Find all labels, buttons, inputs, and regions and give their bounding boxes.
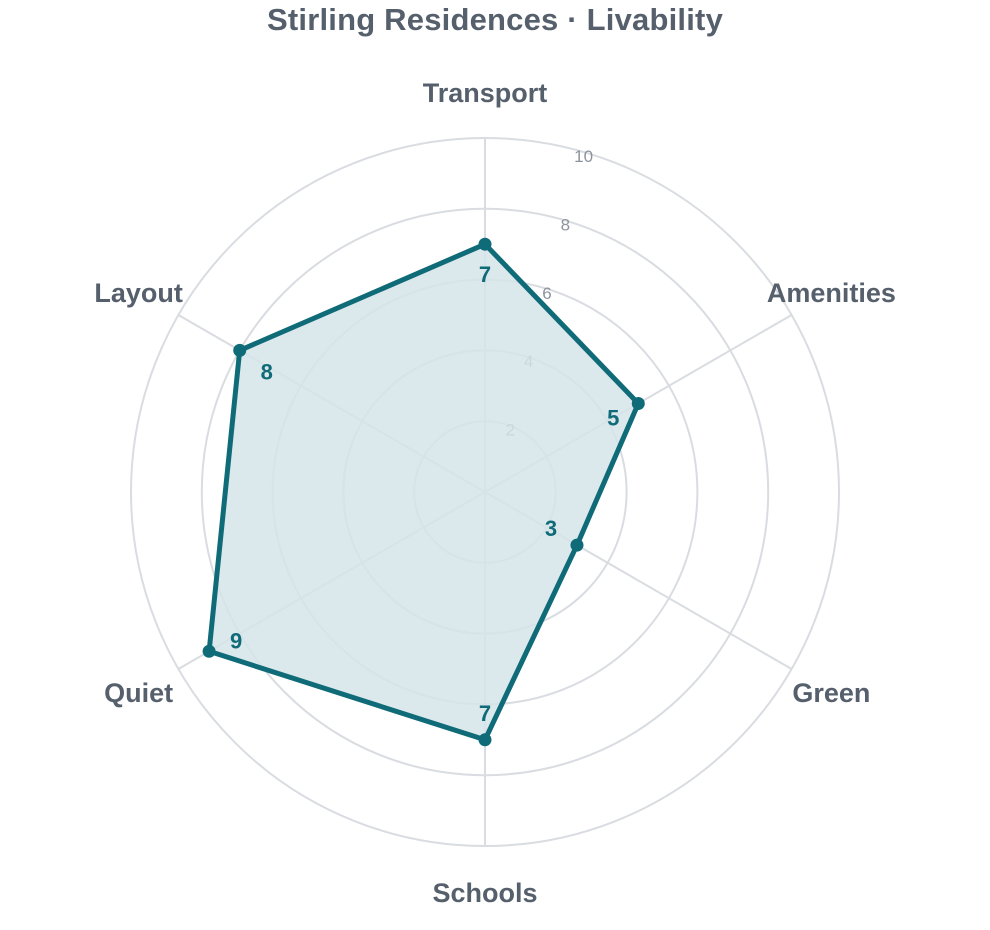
axis-labels: Transport Amenities Green Schools Quiet Layou… [94,78,896,908]
series-area [206,241,641,743]
data-point-schools [478,733,492,747]
axis-label-transport: Transport [423,78,548,108]
data-label-quiet: 9 [230,628,242,653]
data-point-green [570,538,584,552]
axis-label-schools: Schools [432,878,537,908]
data-point-amenities [631,397,645,410]
tick-label-8: 8 [561,215,570,234]
chart-title: Stirling Residences · Livability [266,2,724,37]
data-labels: 7 5 3 7 9 8 [230,262,619,726]
data-label-layout: 8 [261,359,273,384]
data-label-amenities: 5 [607,406,619,431]
axis-label-quiet: Quiet [104,678,173,708]
data-point-quiet [202,644,216,658]
data-point-transport [478,237,492,251]
data-label-green: 3 [545,516,557,541]
data-label-transport: 7 [479,262,491,287]
data-point-layout [233,343,247,357]
tick-label-6: 6 [542,284,551,303]
axis-label-amenities: Amenities [767,278,896,308]
axis-label-green: Green [792,678,870,708]
axis-label-layout: Layout [94,278,183,308]
series-polygon [206,241,641,743]
data-label-schools: 7 [479,701,491,726]
series-points [202,237,645,747]
tick-label-10: 10 [574,147,593,166]
